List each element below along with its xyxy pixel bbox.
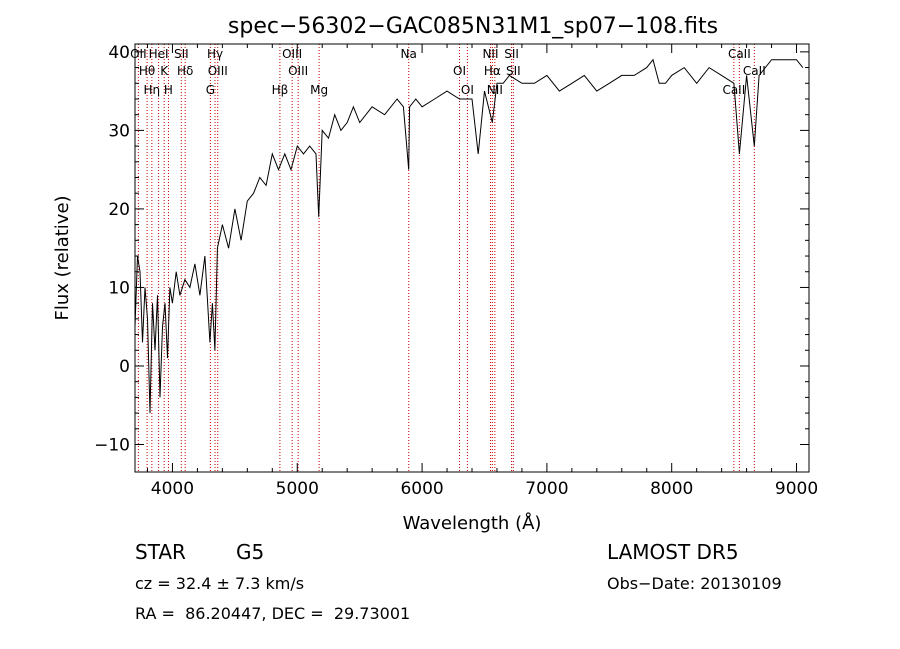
y-tick-label: −10 — [94, 436, 130, 456]
spectral-line-label: OI — [453, 64, 466, 78]
spectral-line-label: G — [206, 83, 215, 97]
spectral-line-label: NII — [487, 83, 503, 97]
x-tick-label: 6000 — [400, 479, 443, 499]
object-subclass: G5 — [236, 540, 265, 564]
ra-dec-coordinates: RA = 86.20447, DEC = 29.73001 — [135, 604, 411, 623]
axis-ticks: 4000 5000 6000 7000 8000 9000 −10 0 10 20 30 40 — [94, 43, 818, 499]
y-axis-label: Flux (relative) — [52, 195, 73, 320]
y-tick-label: 20 — [108, 200, 130, 220]
spectral-line-label: Na — [401, 47, 417, 61]
spectral-line-label: OII — [130, 47, 147, 61]
spectral-line-label: OIII — [208, 64, 228, 78]
spectral-line-label: OIII — [282, 47, 302, 61]
spectral-line-labels: OIIHθHηHeIKHSIIHδGHγOIIIHβOIIIOIIIMgNaOI… — [130, 47, 766, 97]
x-tick-label: 4000 — [151, 479, 194, 499]
spectral-line-label: OI — [461, 83, 474, 97]
x-tick-label: 8000 — [650, 479, 693, 499]
spectral-line-label: SII — [506, 64, 521, 78]
x-tick-label: 9000 — [775, 479, 818, 499]
x-tick-label: 7000 — [525, 479, 568, 499]
spectral-line-label: Hθ — [139, 64, 155, 78]
spectral-line-markers — [137, 44, 755, 472]
x-axis-label: Wavelength (Å) — [403, 512, 542, 534]
y-tick-label: 40 — [108, 43, 130, 63]
spectral-line-label: Hα — [484, 64, 501, 78]
y-tick-label: 10 — [108, 278, 130, 298]
spectral-line-label: Hβ — [272, 83, 289, 97]
x-tick-label: 5000 — [276, 479, 319, 499]
spectral-line-label: NII — [482, 47, 498, 61]
spectrum-line — [134, 58, 804, 414]
spectral-line-label: SII — [174, 47, 189, 61]
plot-frame — [134, 43, 810, 473]
observation-date: Obs−Date: 20130109 — [607, 574, 782, 593]
y-tick-label: 30 — [108, 121, 130, 141]
survey-name: LAMOST DR5 — [607, 540, 739, 564]
spectral-line-label: Hγ — [207, 47, 223, 61]
spectral-line-label: K — [160, 64, 169, 78]
spectral-line-label: SII — [504, 47, 519, 61]
spectral-line-label: CaII — [722, 83, 745, 97]
spectral-line-label: Mg — [310, 83, 328, 97]
spectral-line-label: CaII — [728, 47, 751, 61]
y-tick-label: 0 — [119, 357, 130, 377]
spectral-line-label: H — [164, 83, 173, 97]
object-class: STAR — [135, 540, 186, 564]
redshift-cz: cz = 32.4 ± 7.3 km/s — [135, 574, 305, 593]
spectral-line-label: HeI — [149, 47, 169, 61]
spectral-line-label: OIII — [288, 64, 308, 78]
spectral-line-label: Hδ — [177, 64, 193, 78]
spectral-line-label: Hη — [144, 83, 161, 97]
chart-title: spec−56302−GAC085N31M1_sp07−108.fits — [228, 14, 718, 39]
